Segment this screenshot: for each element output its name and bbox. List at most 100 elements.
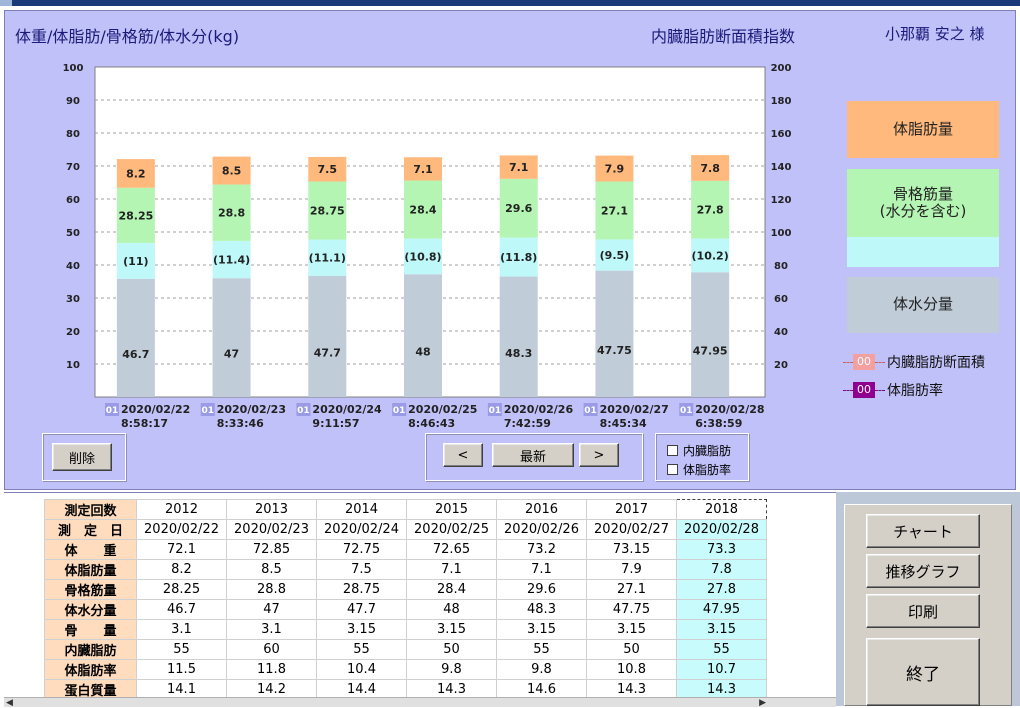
table-row: 内臓脂肪 55 60 55 50 55 50 55: [44, 639, 767, 660]
table-cell[interactable]: 2017: [586, 499, 677, 520]
checkbox-box[interactable]: [667, 464, 678, 475]
bar-label-water: 48.3: [505, 347, 532, 360]
y-right-tick-label: 200: [771, 63, 792, 74]
trend-graph-button[interactable]: 推移グラフ: [866, 554, 980, 588]
table-row: 骨 量 3.1 3.1 3.15 3.15 3.15 3.15 3.15: [44, 619, 767, 640]
y-left-tick-label: 80: [66, 129, 80, 140]
y-left-tick-label: 40: [66, 261, 80, 272]
table-cell: 14.6: [496, 679, 587, 700]
x-axis-badge: [487, 403, 502, 416]
bar-label-fat: 7.1: [413, 163, 433, 176]
table-row: 体脂肪率 11.5 11.8 10.4 9.8 9.8 10.8 10.7: [44, 659, 767, 680]
bar-segment-muscle: [308, 181, 347, 240]
bar-label-muscle: 27.8: [697, 204, 724, 217]
table-cell: 27.1: [586, 579, 677, 600]
visceral-fat-checkbox[interactable]: 内臓脂肪: [667, 442, 731, 459]
row-header: 骨 量: [44, 619, 137, 640]
bar-segment-water: [404, 274, 442, 397]
x-axis-badge-label: 01: [106, 406, 119, 416]
table-cell: 7.1: [496, 559, 587, 580]
checkbox-box[interactable]: [667, 445, 678, 456]
bar-segment-water: [308, 275, 347, 397]
table-cell[interactable]: 2014: [316, 499, 407, 520]
row-header: 体水分量: [44, 599, 137, 620]
table-cell: 9.8: [406, 659, 497, 680]
table-cell: 55: [676, 639, 767, 660]
table-cell: 10.7: [676, 659, 767, 680]
table-cell[interactable]: 2018: [676, 499, 767, 520]
bar-label-water: 46.7: [122, 348, 149, 361]
x-axis-badge-label: 01: [584, 406, 597, 416]
bar-segment-fat: [404, 157, 442, 181]
table-row: 体 重 72.1 72.85 72.75 72.65 73.2 73.15 73.3: [44, 539, 767, 560]
x-axis-time-label: 8:45:34: [600, 417, 647, 430]
y-right-tick-label: 60: [774, 294, 788, 305]
table-cell: 48: [406, 599, 497, 620]
table-cell: 47.75: [586, 599, 677, 620]
table-cell: 72.65: [406, 539, 497, 560]
chart-button[interactable]: チャート: [866, 514, 980, 548]
delete-button[interactable]: 削除: [52, 443, 112, 471]
table-row: 蛋白質量 14.1 14.2 14.4 14.3 14.6 14.3 14.3: [44, 679, 767, 700]
table-cell: 50: [406, 639, 497, 660]
bar-segment-fat: [595, 155, 634, 182]
table-cell: 7.9: [586, 559, 677, 580]
y-left-tick-label: 50: [66, 228, 80, 239]
patient-name: 小那覇 安之 様: [885, 25, 985, 43]
x-axis-badge: [296, 403, 311, 416]
table-cell: 3.15: [496, 619, 587, 640]
x-axis-date-label: 2020/02/25: [408, 403, 477, 416]
prev-button[interactable]: <: [443, 443, 483, 467]
bar-segment-muscle: [116, 187, 155, 243]
table-cell: 9.8: [496, 659, 587, 680]
bar-label-muscle: 28.4: [409, 204, 436, 217]
next-button[interactable]: >: [579, 443, 619, 467]
table-cell: 50: [586, 639, 677, 660]
body-fat-rate-checkbox-label: 体脂肪率: [683, 463, 732, 477]
table-cell[interactable]: 2015: [406, 499, 497, 520]
table-cell: 3.15: [676, 619, 767, 640]
dash-line-icon: [843, 361, 853, 363]
bar-segment-water: [691, 272, 730, 397]
bar-segment-water-band: [499, 237, 538, 277]
table-cell[interactable]: 2012: [136, 499, 227, 520]
bar-label-fat: 7.1: [509, 161, 529, 174]
legend-fatrate-line: 00 体脂肪率: [843, 380, 943, 400]
table-cell: 28.8: [226, 579, 317, 600]
latest-button[interactable]: 最新: [492, 443, 574, 467]
exit-button[interactable]: 終了: [866, 638, 980, 706]
legend-visceral-badge: 00: [853, 354, 875, 370]
table-row: 体水分量 46.7 47 47.7 48 48.3 47.75 47.95: [44, 599, 767, 620]
table-cell: 72.75: [316, 539, 407, 560]
table-cell: 47.7: [316, 599, 407, 620]
row-header: 体脂肪量: [44, 559, 137, 580]
y-right-tick-label: 100: [771, 228, 792, 239]
body-fat-rate-checkbox[interactable]: 体脂肪率: [667, 461, 731, 478]
table-cell: 73.3: [676, 539, 767, 560]
y-left-tick-label: 70: [66, 162, 80, 173]
table-cell: 73.15: [586, 539, 677, 560]
legend-water-mass: 体水分量: [847, 277, 999, 333]
table-cell[interactable]: 2016: [496, 499, 587, 520]
table-cell: 55: [316, 639, 407, 660]
bar-label-fat: 8.5: [222, 165, 242, 178]
y-right-tick-label: 120: [771, 195, 792, 206]
x-axis-badge-label: 01: [393, 406, 406, 416]
scroll-left-icon[interactable]: ◀: [6, 698, 13, 708]
bar-label-fat: 7.5: [318, 163, 338, 176]
bar-segment-water-band: [691, 238, 730, 273]
horizontal-scrollbar[interactable]: ◀ ▶: [4, 697, 836, 708]
navigation-group-frame: [425, 433, 643, 481]
scroll-right-icon[interactable]: ▶: [759, 698, 766, 708]
table-cell: 11.5: [136, 659, 227, 680]
x-axis-date-label: 2020/02/26: [504, 403, 574, 416]
bar-label-water-band: (11): [123, 255, 148, 268]
bar-segment-muscle: [691, 180, 730, 239]
row-header: 測定回数: [44, 499, 137, 520]
bar-label-water-band: (11.8): [500, 251, 537, 264]
table-cell[interactable]: 2013: [226, 499, 317, 520]
print-button[interactable]: 印刷: [866, 594, 980, 628]
delete-group-frame: [42, 433, 126, 481]
table-cell: 47.95: [676, 599, 767, 620]
table-cell: 28.75: [316, 579, 407, 600]
